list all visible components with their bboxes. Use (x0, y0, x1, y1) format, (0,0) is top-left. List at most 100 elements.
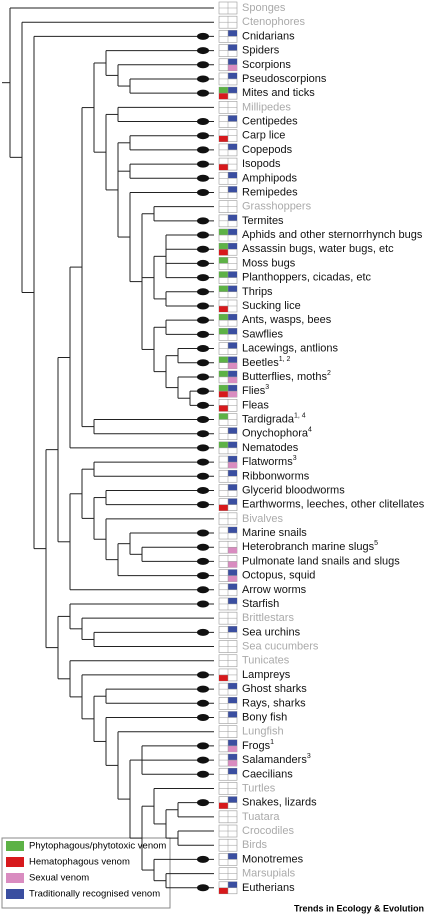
taxon-label: Onychophora4 (242, 427, 312, 440)
taxon-name: Salamanders (242, 754, 307, 766)
venom-cell (219, 802, 228, 809)
venom-cell (228, 214, 237, 221)
silhouette (197, 742, 209, 750)
silhouette (197, 259, 209, 267)
venom-cell (219, 285, 228, 292)
silhouette (197, 359, 209, 367)
taxon-label: Sucking lice (242, 300, 301, 312)
taxon-label: Crocodiles (242, 825, 294, 837)
taxon-name: Rays, sharks (242, 697, 306, 709)
silhouette (197, 75, 209, 83)
venom-cell (219, 413, 228, 420)
venom-cell (219, 504, 228, 511)
taxon-name: Amphipods (242, 172, 298, 184)
taxon-name: Flies (242, 385, 266, 397)
venom-cell (228, 597, 237, 604)
taxon-name: Assassin bugs, water bugs, etc (242, 243, 394, 255)
silhouette (197, 444, 209, 452)
legend-label: Traditionally recognised venom (29, 889, 160, 900)
venom-cell (228, 44, 237, 51)
venom-cell (228, 683, 237, 690)
silhouette (197, 855, 209, 863)
taxon-name: Sawflies (242, 328, 283, 340)
silhouette (197, 160, 209, 168)
venom-cell (219, 370, 228, 377)
taxon-name: Centipedes (242, 115, 298, 127)
taxon-name: Moss bugs (242, 257, 296, 269)
taxon-name: Spiders (242, 44, 280, 56)
venom-cell (219, 229, 228, 236)
venom-cell (219, 164, 228, 171)
taxon-name: Monotremes (242, 853, 304, 865)
taxon-name: Bivalves (242, 513, 283, 525)
venom-cell (228, 143, 237, 150)
tree (2, 7, 214, 889)
silhouette (197, 671, 209, 679)
venom-cell (219, 441, 228, 448)
silhouette (197, 345, 209, 353)
taxon-name: Pulmonate land snails and slugs (242, 555, 400, 567)
taxon-name: Carp lice (242, 130, 285, 142)
taxon-name: Remipedes (242, 186, 298, 198)
venom-cell (228, 498, 237, 505)
silhouette (197, 231, 209, 239)
taxon-footnote: 2 (327, 370, 331, 377)
taxon-label: Tuatara (242, 811, 280, 823)
taxon-label: Brittlestars (242, 612, 294, 624)
taxon-label: Lungfish (242, 726, 284, 738)
taxon-label: Turtles (242, 782, 276, 794)
taxon-name: Marsupials (242, 867, 296, 879)
venom-cell (228, 547, 237, 554)
venom-cell (228, 561, 237, 568)
silhouette (197, 685, 209, 693)
silhouette (197, 288, 209, 296)
taxon-name: Pseudoscorpions (242, 73, 327, 85)
taxon-name: Ribbonworms (242, 470, 310, 482)
taxon-label: Centipedes (242, 115, 298, 127)
taxon-label: Remipedes (242, 186, 298, 198)
taxon-label: Tardigrada1, 4 (242, 412, 306, 425)
taxon-name: Eutherians (242, 882, 295, 894)
taxon-name: Turtles (242, 782, 276, 794)
silhouette (197, 61, 209, 69)
silhouette (197, 770, 209, 778)
legend-swatch (6, 889, 24, 899)
taxon-name: Sucking lice (242, 300, 301, 312)
taxon-name: Crocodiles (242, 825, 294, 837)
taxon-name: Birds (242, 839, 268, 851)
venom-cell (228, 626, 237, 633)
venom-cell (228, 314, 237, 321)
taxon-label: Amphipods (242, 172, 298, 184)
venom-cell (219, 87, 228, 94)
venom-cell (219, 391, 228, 398)
taxon-label: Marsupials (242, 867, 296, 879)
venom-cell (228, 853, 237, 860)
silhouette (197, 501, 209, 509)
venom-cell (228, 575, 237, 582)
taxon-name: Frogs (242, 740, 271, 752)
venom-cell (219, 887, 228, 894)
taxon-label: Pseudoscorpions (242, 73, 327, 85)
taxon-label: Grasshoppers (242, 201, 312, 213)
venom-cell (228, 376, 237, 383)
taxon-label: Frogs1 (242, 739, 274, 752)
taxon-label: Isopods (242, 158, 281, 170)
taxon-name: Ctenophores (242, 16, 305, 28)
taxon-name: Tunicates (242, 655, 290, 667)
taxon-name: Tardigrada (242, 413, 295, 425)
venom-cell (228, 745, 237, 752)
silhouette (197, 330, 209, 338)
taxon-label: Starfish (242, 598, 279, 610)
venom-cell (228, 229, 237, 236)
taxon-label: Ghost sharks (242, 683, 307, 695)
taxon-label: Cnidarians (242, 30, 295, 42)
taxon-label: Scorpions (242, 59, 291, 71)
taxon-label: Sea urchins (242, 626, 301, 638)
taxon-name: Lungfish (242, 726, 284, 738)
taxon-label: Termites (242, 215, 284, 227)
taxon-label: Beetles1, 2 (242, 356, 290, 369)
silhouette (197, 586, 209, 594)
taxon-name: Sea cucumbers (242, 640, 319, 652)
legend-label: Sexual venom (29, 873, 89, 884)
